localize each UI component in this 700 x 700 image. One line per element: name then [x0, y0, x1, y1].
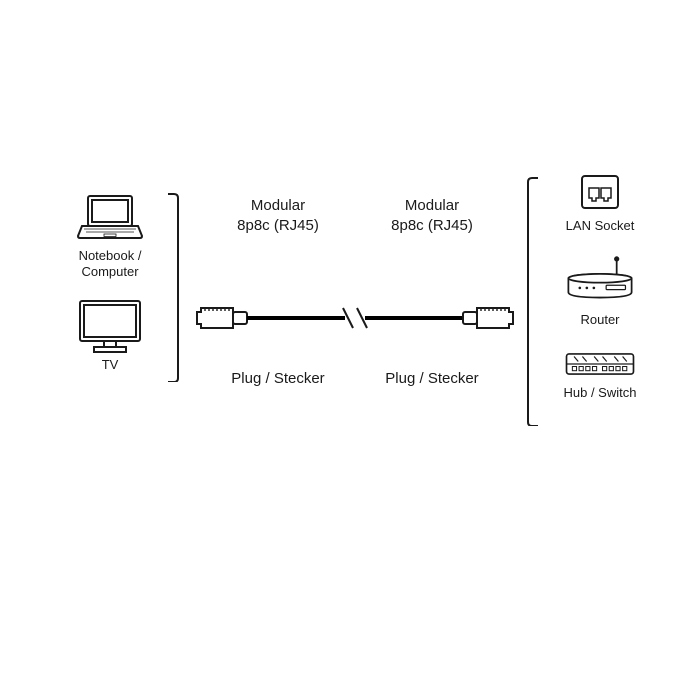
lan-socket-label: LAN Socket	[566, 218, 635, 234]
device-lan-socket: LAN Socket	[564, 170, 636, 234]
hub-switch-label: Hub / Switch	[564, 385, 637, 401]
right-connector-label: Modular 8p8c (RJ45)	[367, 196, 497, 237]
tv-label: TV	[102, 357, 119, 373]
right-plug-label: Plug / Stecker	[367, 370, 497, 387]
right-top2: 8p8c (RJ45)	[391, 217, 473, 234]
device-tv: TV	[74, 299, 146, 373]
connection-diagram: Notebook / Computer TV	[60, 190, 650, 480]
right-top1: Modular	[405, 197, 459, 214]
router-icon	[564, 252, 636, 308]
lan-socket-icon	[564, 170, 636, 214]
left-device-column: Notebook / Computer TV	[60, 190, 160, 391]
left-bracket	[166, 192, 180, 382]
tv-icon	[74, 299, 146, 353]
right-bracket	[526, 176, 540, 426]
left-top1: Modular	[251, 197, 305, 214]
hub-switch-icon	[564, 347, 636, 381]
device-notebook: Notebook / Computer	[74, 190, 146, 281]
device-hub-switch: Hub / Switch	[564, 347, 637, 401]
cable-section: Modular 8p8c (RJ45) Modular 8p8c (RJ45)	[195, 190, 515, 450]
router-label: Router	[580, 312, 619, 328]
left-top2: 8p8c (RJ45)	[237, 217, 319, 234]
notebook-icon	[74, 190, 146, 244]
notebook-label: Notebook / Computer	[79, 248, 142, 281]
right-device-column: LAN Socket R	[550, 170, 650, 419]
left-plug-label: Plug / Stecker	[213, 370, 343, 387]
device-router: Router	[564, 252, 636, 328]
left-connector-label: Modular 8p8c (RJ45)	[213, 196, 343, 237]
rj45-cable-icon	[195, 298, 515, 338]
